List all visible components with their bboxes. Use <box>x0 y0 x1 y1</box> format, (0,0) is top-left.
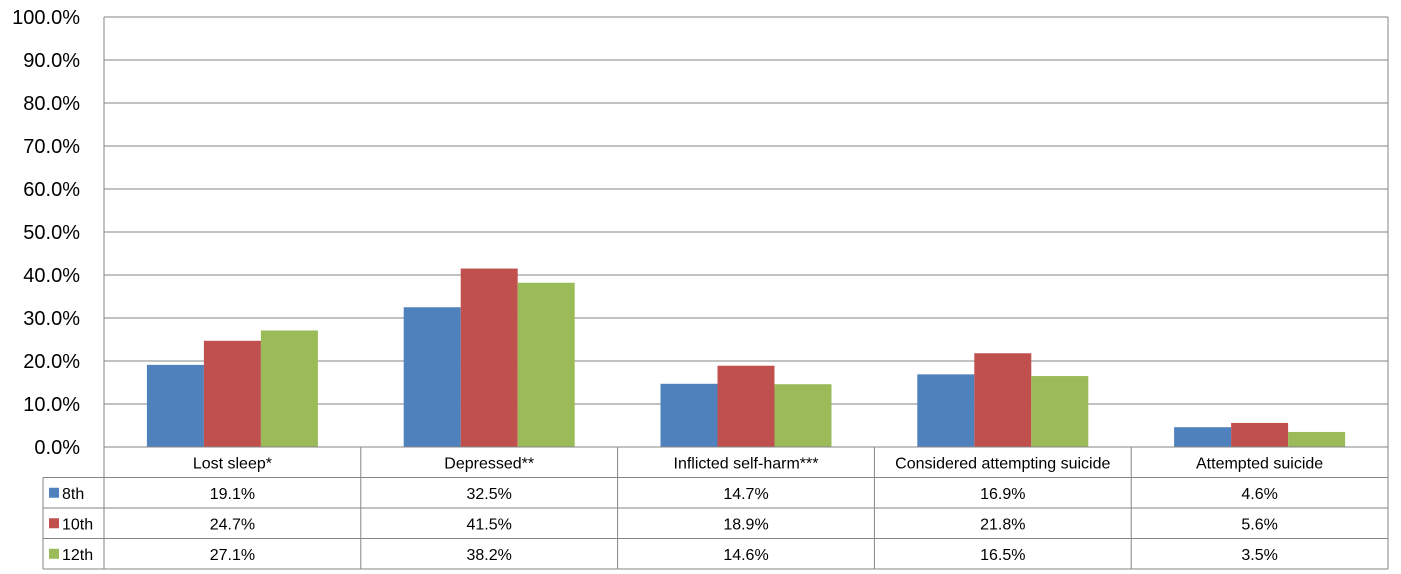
data-label: 24.7% <box>210 516 255 533</box>
y-tick-label: 30.0% <box>23 308 80 330</box>
bar-8th-2 <box>660 383 718 447</box>
data-label: 18.9% <box>723 516 768 533</box>
y-tick-label: 70.0% <box>23 136 80 158</box>
bars <box>146 268 1346 447</box>
bar-8th-0 <box>146 364 204 447</box>
data-table: Lost sleep* Depressed** Inflicted self-har… <box>42 446 1389 570</box>
y-tick-label: 20.0% <box>23 351 80 373</box>
bar-12th-2 <box>774 384 832 447</box>
bar-12th-0 <box>260 330 318 447</box>
y-tick-label: 50.0% <box>23 222 80 244</box>
data-label: 3.5% <box>1241 547 1277 564</box>
data-label: 27.1% <box>210 547 255 564</box>
data-label: 5.6% <box>1241 516 1277 533</box>
legend-key-12th <box>49 548 59 559</box>
bar-8th-4 <box>1174 427 1232 447</box>
legend-label: 12th <box>62 547 93 564</box>
data-label: 32.5% <box>467 486 512 503</box>
gridlines <box>104 16 1388 405</box>
legend-label: 10th <box>62 516 93 533</box>
legend-key-8th <box>49 487 59 498</box>
bar-12th-3 <box>1031 376 1089 447</box>
data-label: 14.7% <box>723 486 768 503</box>
category-label: Lost sleep* <box>193 455 272 472</box>
category-label: Considered attempting suicide <box>895 455 1110 472</box>
legend-label: 8th <box>62 486 84 503</box>
y-tick-label: 80.0% <box>23 93 80 115</box>
data-label: 38.2% <box>467 547 512 564</box>
y-tick-label: 40.0% <box>23 265 80 287</box>
bar-10th-3 <box>974 353 1032 447</box>
y-tick-label: 60.0% <box>23 179 80 201</box>
bar-12th-1 <box>517 282 575 447</box>
y-tick-label: 0.0% <box>34 437 80 459</box>
y-tick-label: 100.0% <box>12 7 80 29</box>
bar-12th-4 <box>1288 431 1346 447</box>
bar-8th-3 <box>917 374 975 447</box>
bar-10th-2 <box>717 365 775 447</box>
y-tick-label: 90.0% <box>23 50 80 72</box>
category-label: Inflicted self-harm*** <box>674 455 819 472</box>
data-label: 16.5% <box>980 547 1025 564</box>
bar-10th-1 <box>460 268 518 447</box>
legend-key-10th <box>49 518 59 529</box>
data-label: 41.5% <box>467 516 512 533</box>
category-label: Depressed** <box>444 455 534 472</box>
bar-10th-4 <box>1231 422 1289 447</box>
category-label: Attempted suicide <box>1196 455 1323 472</box>
data-label: 16.9% <box>980 486 1025 503</box>
y-axis: 0.0% 10.0% 20.0% 30.0% 40.0% 50.0% 60.0% 70.0% 8… <box>12 7 1389 459</box>
data-label: 4.6% <box>1241 486 1277 503</box>
data-label: 14.6% <box>723 547 768 564</box>
y-tick-label: 10.0% <box>23 394 80 416</box>
bar-10th-0 <box>203 340 261 447</box>
data-label: 19.1% <box>210 486 255 503</box>
data-label: 21.8% <box>980 516 1025 533</box>
bar-8th-1 <box>403 307 461 447</box>
